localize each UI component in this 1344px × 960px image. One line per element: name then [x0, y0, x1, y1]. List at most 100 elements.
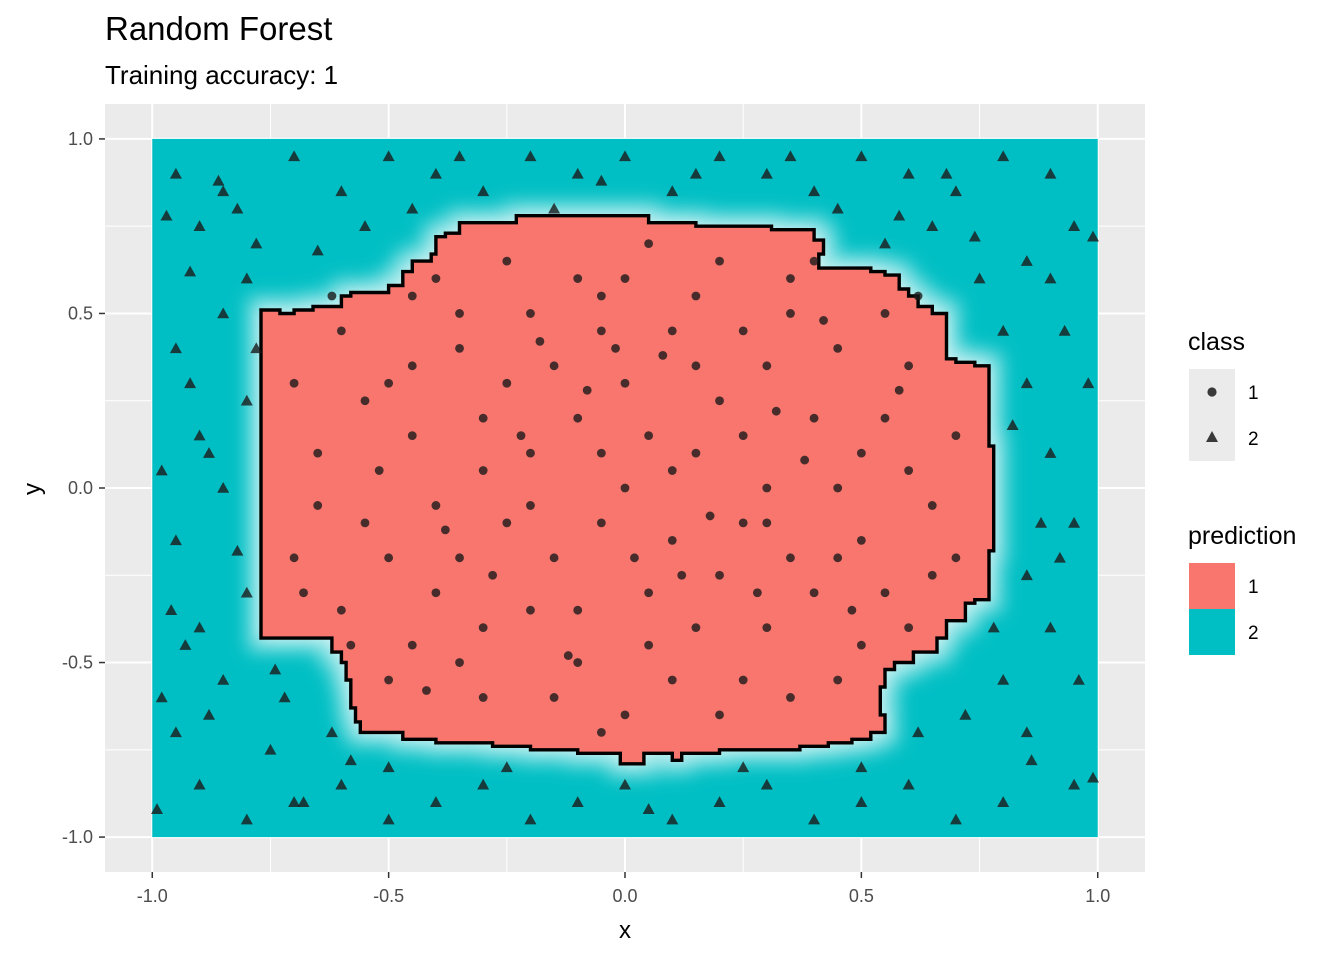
x-axis-ticks: -1.0 -0.5 0.0 0.5 1.0 — [137, 872, 1110, 906]
point-class-2 — [382, 761, 395, 773]
point-class-1 — [809, 588, 819, 598]
point-class-2 — [571, 796, 584, 807]
point-class-1 — [563, 651, 573, 660]
point-class-1 — [715, 710, 724, 720]
point-class-1 — [691, 361, 701, 371]
point-class-1 — [596, 518, 606, 528]
point-class-2 — [453, 150, 466, 162]
point-class-2 — [193, 621, 206, 633]
point-class-2 — [1020, 377, 1033, 389]
point-class-2 — [344, 754, 357, 766]
point-class-2 — [968, 230, 981, 242]
point-class-2 — [335, 778, 348, 790]
point-class-1 — [455, 658, 464, 667]
legend-circle-icon — [1207, 387, 1217, 397]
point-class-1 — [762, 483, 772, 493]
point-class-1 — [913, 291, 923, 301]
point-class-1 — [596, 291, 606, 301]
point-class-1 — [596, 727, 606, 737]
point-class-2 — [151, 803, 163, 814]
point-class-2 — [713, 150, 726, 162]
point-class-2 — [278, 691, 291, 703]
point-class-2 — [169, 342, 182, 354]
point-class-2 — [155, 464, 168, 476]
point-class-1 — [455, 309, 464, 318]
point-class-2 — [949, 813, 962, 825]
point-class-2 — [642, 803, 655, 814]
point-class-1 — [880, 413, 890, 423]
point-class-1 — [488, 570, 498, 580]
point-class-2 — [879, 237, 891, 249]
point-class-2 — [184, 265, 197, 277]
point-class-1 — [440, 525, 450, 535]
x-tick-label: 0.5 — [849, 886, 874, 906]
point-class-2 — [193, 220, 206, 231]
point-class-2 — [713, 796, 726, 807]
point-class-2 — [808, 813, 821, 825]
point-class-2 — [1020, 569, 1033, 581]
point-class-1 — [667, 535, 677, 545]
point-class-1 — [951, 553, 961, 563]
point-class-2 — [1082, 377, 1095, 389]
point-class-2 — [548, 202, 561, 214]
x-tick-label: 1.0 — [1085, 886, 1110, 906]
point-class-1 — [384, 378, 394, 388]
point-class-1 — [786, 693, 795, 702]
point-class-2 — [217, 674, 230, 685]
point-class-1 — [573, 605, 583, 615]
point-class-2 — [477, 185, 490, 197]
point-class-2 — [619, 150, 631, 162]
point-class-1 — [800, 455, 810, 465]
point-class-1 — [762, 518, 772, 528]
point-class-1 — [455, 553, 464, 563]
point-class-2 — [406, 202, 419, 214]
point-class-2 — [571, 167, 584, 179]
point-class-1 — [289, 553, 299, 563]
point-class-2 — [203, 447, 215, 458]
point-class-2 — [250, 237, 263, 249]
point-class-2 — [997, 150, 1010, 162]
point-class-2 — [240, 394, 253, 406]
point-class-1 — [715, 570, 724, 580]
point-class-2 — [997, 674, 1010, 685]
point-class-1 — [535, 336, 545, 346]
point-class-1 — [596, 326, 606, 336]
point-class-2 — [1006, 419, 1019, 430]
point-class-2 — [429, 167, 442, 179]
point-class-2 — [250, 342, 263, 354]
x-tick-label: 0.0 — [612, 886, 637, 906]
y-tick-label: 0.5 — [68, 303, 93, 323]
legend-prediction: prediction 1 2 — [1188, 522, 1296, 655]
point-class-2 — [155, 691, 168, 703]
point-class-2 — [959, 708, 972, 720]
point-class-2 — [169, 534, 182, 546]
point-class-2 — [926, 220, 939, 231]
point-class-2 — [902, 778, 915, 790]
point-class-1 — [856, 640, 866, 650]
point-class-1 — [847, 605, 857, 615]
point-class-1 — [691, 448, 701, 458]
point-class-1 — [384, 675, 394, 685]
point-class-2 — [311, 244, 324, 256]
point-class-1 — [549, 553, 559, 563]
point-class-1 — [313, 501, 323, 510]
y-tick-label: 1.0 — [68, 129, 93, 149]
point-class-2 — [1072, 674, 1085, 685]
point-class-2 — [987, 621, 1000, 633]
point-class-1 — [582, 385, 592, 395]
point-class-2 — [997, 324, 1010, 336]
y-axis-title: y — [19, 483, 46, 495]
point-class-1 — [819, 316, 828, 325]
point-class-1 — [904, 361, 914, 371]
point-class-1 — [630, 553, 639, 563]
point-class-2 — [902, 167, 915, 179]
point-class-2 — [193, 778, 206, 790]
point-class-1 — [431, 501, 441, 510]
point-class-1 — [431, 274, 441, 283]
point-class-2 — [231, 202, 244, 214]
y-tick-label: -0.5 — [62, 653, 93, 673]
point-class-2 — [760, 778, 773, 790]
point-class-1 — [738, 675, 748, 685]
point-class-1 — [573, 658, 583, 667]
